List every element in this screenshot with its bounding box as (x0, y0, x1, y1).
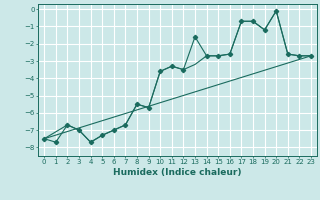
X-axis label: Humidex (Indice chaleur): Humidex (Indice chaleur) (113, 168, 242, 177)
